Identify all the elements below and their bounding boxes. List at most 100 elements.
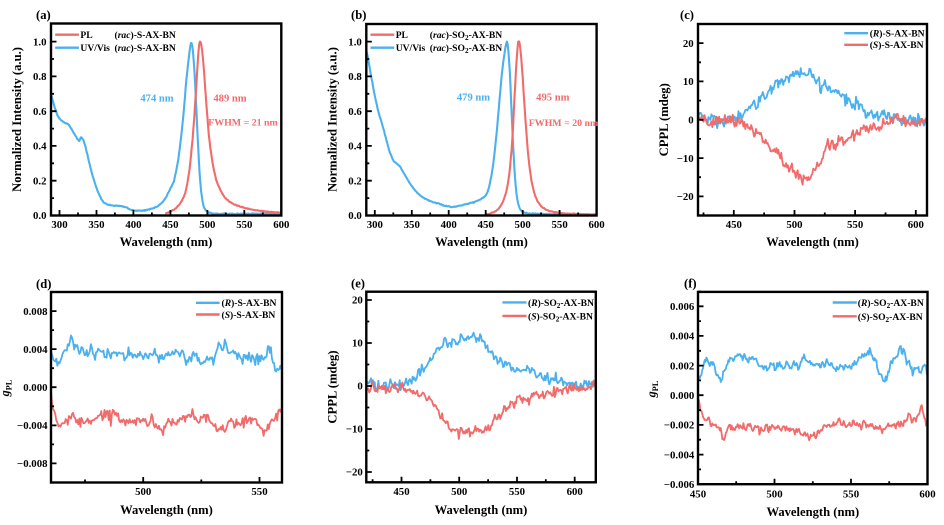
svg-text:0.000: 0.000 [23, 382, 47, 394]
svg-text:PL: PL [80, 30, 92, 41]
svg-text:−0.006: −0.006 [664, 479, 695, 491]
svg-text:(R)-SO2-AX-BN: (R)-SO2-AX-BN [528, 298, 594, 310]
svg-text:(c): (c) [680, 8, 694, 22]
svg-text:550: 550 [552, 219, 568, 231]
svg-text:600: 600 [919, 489, 935, 501]
svg-text:(S)-SO2-AX-BN: (S)-SO2-AX-BN [858, 312, 923, 324]
svg-text:350: 350 [404, 219, 420, 231]
svg-text:−10: −10 [677, 153, 694, 165]
svg-text:474 nm: 474 nm [140, 94, 173, 105]
svg-text:500: 500 [451, 486, 467, 498]
svg-text:10: 10 [352, 338, 363, 350]
svg-text:0: 0 [357, 381, 362, 393]
svg-text:600: 600 [567, 486, 583, 498]
svg-text:gPL: gPL [0, 379, 13, 397]
svg-text:CPPL (mdeg): CPPL (mdeg) [657, 83, 671, 156]
svg-text:450: 450 [393, 486, 409, 498]
svg-text:UV/Vis: UV/Vis [396, 43, 426, 54]
svg-text:450: 450 [478, 219, 494, 231]
svg-text:20: 20 [352, 295, 363, 307]
svg-text:(rac)-SO2-AX-BN: (rac)-SO2-AX-BN [430, 30, 502, 42]
svg-text:(R)-SO2-AX-BN: (R)-SO2-AX-BN [858, 298, 924, 310]
svg-text:500: 500 [135, 486, 151, 498]
svg-text:1.0: 1.0 [33, 36, 47, 48]
svg-text:CPPL (mdeg): CPPL (mdeg) [326, 350, 340, 423]
svg-text:Wavelength (nm): Wavelength (nm) [120, 503, 213, 517]
svg-text:0.8: 0.8 [348, 71, 362, 83]
svg-text:(d): (d) [36, 277, 51, 291]
svg-text:FWHM = 20 nm: FWHM = 20 nm [529, 118, 599, 129]
svg-text:479 nm: 479 nm [457, 93, 490, 104]
svg-text:(rac)-SO2-AX-BN: (rac)-SO2-AX-BN [430, 43, 502, 55]
svg-text:Wavelength (nm): Wavelength (nm) [435, 503, 528, 517]
svg-text:Normalized Intensity (a.u.): Normalized Intensity (a.u.) [326, 47, 340, 192]
svg-text:0.2: 0.2 [33, 175, 47, 187]
svg-text:0.4: 0.4 [348, 141, 362, 153]
svg-text:(e): (e) [351, 277, 365, 291]
svg-text:400: 400 [125, 219, 141, 231]
svg-text:(b): (b) [351, 8, 366, 22]
svg-text:−0.002: −0.002 [664, 420, 694, 432]
svg-text:600: 600 [273, 219, 289, 231]
svg-text:489 nm: 489 nm [213, 94, 246, 105]
svg-text:(S)-S-AX-BN: (S)-S-AX-BN [870, 40, 924, 51]
svg-text:0.004: 0.004 [670, 331, 695, 343]
svg-text:300: 300 [367, 219, 383, 231]
svg-text:0.008: 0.008 [23, 306, 48, 318]
svg-text:0.6: 0.6 [33, 106, 47, 118]
svg-text:0.8: 0.8 [33, 71, 47, 83]
svg-text:550: 550 [509, 486, 525, 498]
svg-text:550: 550 [236, 219, 252, 231]
svg-text:1.0: 1.0 [348, 36, 362, 48]
svg-text:0: 0 [688, 114, 693, 126]
svg-text:500: 500 [515, 219, 531, 231]
svg-text:600: 600 [908, 219, 924, 231]
svg-text:(R)-S-AX-BN: (R)-S-AX-BN [222, 298, 277, 309]
svg-text:(S)-SO2-AX-BN: (S)-SO2-AX-BN [528, 311, 593, 323]
svg-text:Wavelength (nm): Wavelength (nm) [435, 235, 528, 249]
svg-text:UV/Vis: UV/Vis [80, 43, 110, 54]
svg-text:Wavelength (nm): Wavelength (nm) [766, 505, 859, 519]
svg-text:550: 550 [847, 219, 863, 231]
svg-text:550: 550 [843, 489, 859, 501]
svg-text:500: 500 [199, 219, 215, 231]
svg-text:500: 500 [786, 219, 802, 231]
svg-text:(rac)-S-AX-BN: (rac)-S-AX-BN [115, 43, 176, 54]
svg-text:450: 450 [726, 219, 742, 231]
svg-text:(f): (f) [684, 277, 697, 291]
svg-text:495 nm: 495 nm [536, 93, 569, 104]
svg-text:20: 20 [683, 38, 694, 50]
svg-text:Wavelength (nm): Wavelength (nm) [120, 235, 213, 249]
svg-text:0.4: 0.4 [33, 141, 47, 153]
svg-text:(rac)-S-AX-BN: (rac)-S-AX-BN [115, 30, 176, 41]
svg-text:550: 550 [251, 486, 267, 498]
svg-text:−0.008: −0.008 [17, 458, 48, 470]
svg-text:−20: −20 [677, 191, 694, 203]
svg-text:0.0: 0.0 [33, 210, 47, 222]
svg-text:(S)-S-AX-BN: (S)-S-AX-BN [222, 310, 276, 321]
svg-text:(a): (a) [36, 8, 51, 22]
svg-text:10: 10 [683, 76, 694, 88]
svg-text:0.2: 0.2 [348, 175, 362, 187]
svg-text:350: 350 [88, 219, 104, 231]
svg-text:450: 450 [690, 489, 706, 501]
svg-text:(R)-S-AX-BN: (R)-S-AX-BN [870, 29, 925, 40]
svg-text:gPL: gPL [645, 380, 660, 398]
svg-text:−10: −10 [346, 424, 363, 436]
svg-text:0.000: 0.000 [670, 390, 694, 402]
svg-text:400: 400 [441, 219, 457, 231]
svg-text:−20: −20 [346, 467, 363, 479]
svg-text:0.004: 0.004 [23, 344, 48, 356]
svg-text:300: 300 [51, 219, 67, 231]
svg-text:600: 600 [588, 219, 604, 231]
svg-text:0.6: 0.6 [348, 106, 362, 118]
svg-text:0.002: 0.002 [670, 360, 694, 372]
svg-text:FWHM = 21 nm: FWHM = 21 nm [208, 118, 278, 129]
svg-text:500: 500 [766, 489, 782, 501]
svg-text:450: 450 [162, 219, 178, 231]
svg-text:Normalized Intensity (a.u.): Normalized Intensity (a.u.) [10, 47, 24, 192]
svg-text:0.006: 0.006 [670, 301, 695, 313]
svg-text:Wavelength (nm): Wavelength (nm) [766, 235, 859, 249]
svg-text:−0.004: −0.004 [17, 420, 48, 432]
svg-text:PL: PL [396, 30, 408, 41]
